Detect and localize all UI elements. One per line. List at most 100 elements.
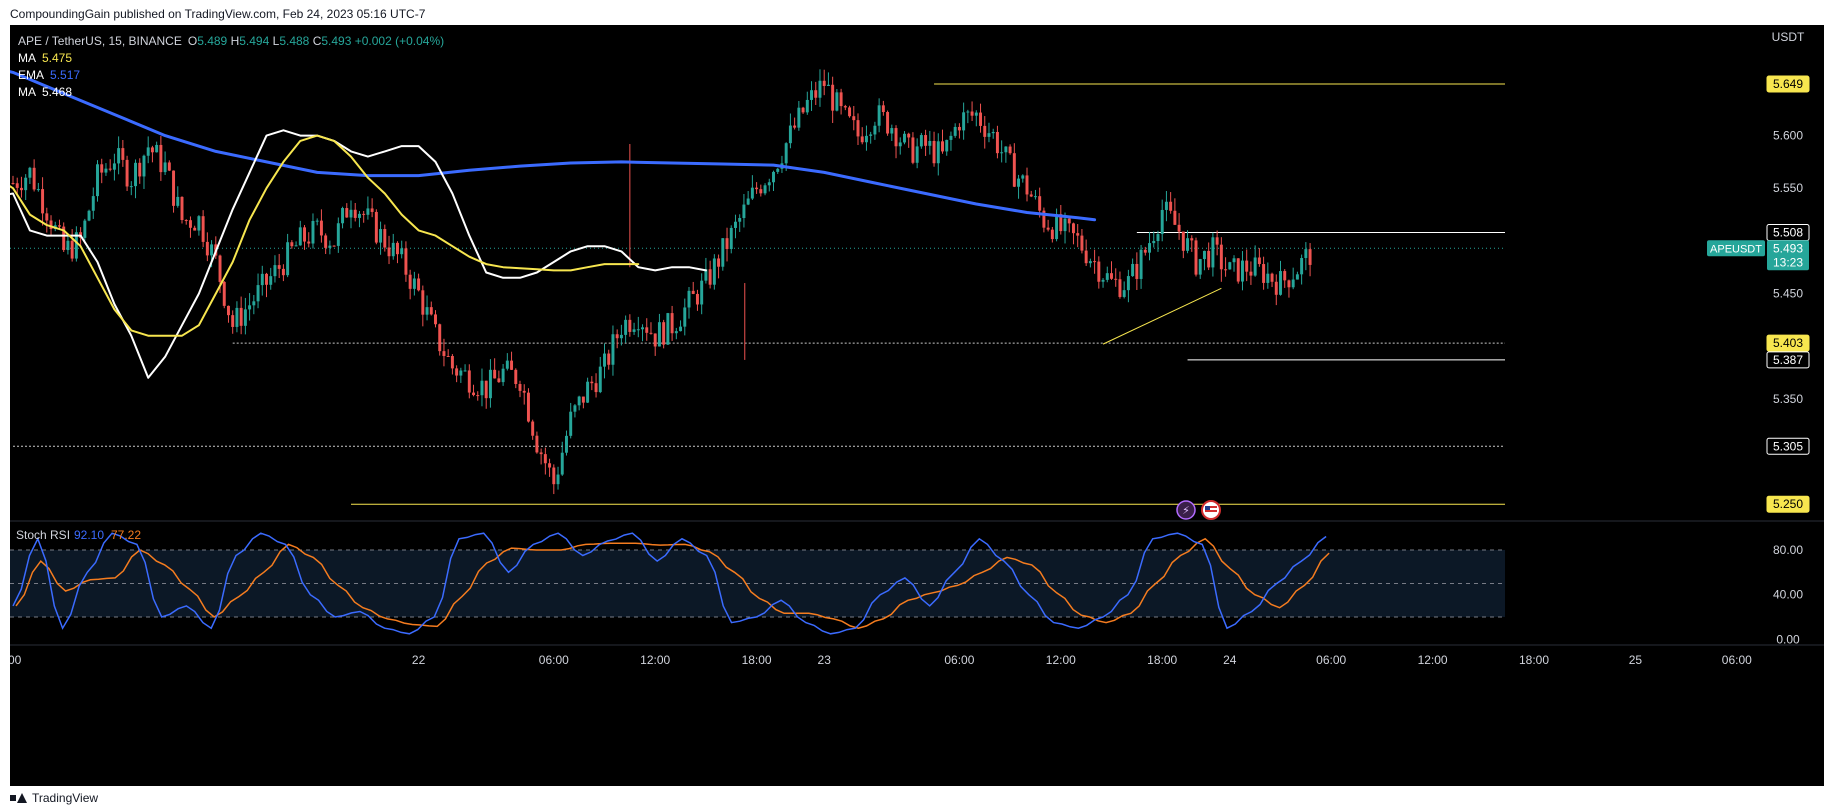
price-label-text: 5.508 [1773,225,1803,239]
candle-body [1143,249,1147,253]
candle-body [590,381,594,384]
candle-body [1270,273,1274,282]
symbol-tag-box [1707,240,1765,257]
candle-body [1046,227,1050,230]
current-price-text: 5.493 [1773,241,1803,255]
candle-body [1071,223,1075,234]
candle-body [11,182,15,184]
time-tick-label: 22 [412,653,426,667]
candle-body [472,392,476,396]
candle-body [1245,260,1249,272]
price-label-text: 5.250 [1773,497,1803,511]
candle-body [810,90,814,100]
candle-body [1101,279,1105,282]
candle-body [628,319,632,332]
candle-body [248,305,252,310]
indicator-name: MA [18,85,36,99]
stoch-d-value: 77.22 [111,528,141,542]
candle-body [514,369,518,385]
candle-body [1228,262,1232,270]
candle-body [877,105,881,126]
candle-body [421,290,425,315]
candle-body [193,227,197,231]
publish-attribution: CompoundingGain published on TradingView… [10,7,426,21]
trendline [1102,287,1222,345]
candle-body [311,220,315,244]
candle-body [983,125,987,137]
low-label: L [272,34,280,48]
candle-body [129,186,133,188]
candle-body [332,245,336,247]
candle-body [936,141,940,164]
candle-body [150,147,154,153]
lightning-event-icon [1176,500,1196,520]
candle-body [442,351,446,357]
candle-body [57,225,61,227]
candle-body [805,99,809,113]
candle-body [265,273,268,285]
price-label-box [1766,437,1810,455]
candle-body [256,285,260,302]
time-tick-label: 06:00 [944,653,974,667]
candle-body [197,216,201,231]
candle-body [387,247,391,257]
candle-body [480,380,484,396]
chart-canvas[interactable]: USDT 5.600 5.550 5.450 5.350 5.649 5.508 5.403 5… [10,25,1824,786]
candle-body [505,360,509,369]
candle-body [1114,278,1118,280]
candle-body [1063,218,1067,232]
candle-body [1308,249,1312,265]
candle-body [1135,263,1139,279]
candle-body [201,216,205,242]
candle-body [62,226,66,251]
candle-body [493,369,497,379]
candle-body [886,112,890,134]
chart-area[interactable]: USDT 5.600 5.550 5.450 5.350 5.649 5.508 5.403 5… [10,25,1824,786]
indicator-ma-yellow[interactable]: MA 5.475 [18,50,444,67]
candle-body [83,220,87,238]
indicator-ema[interactable]: EMA 5.517 [18,67,444,84]
candle-body [294,245,298,247]
candle-body [1207,250,1211,268]
footer-brand[interactable]: TradingView [10,786,98,810]
candle-body [919,135,923,147]
symbol-title[interactable]: APE / TetherUS, 15, BINANCE [18,34,182,48]
candle-body [252,301,256,306]
candle-body [1236,258,1240,282]
indicator-ma-white[interactable]: MA 5.468 [18,84,444,101]
candle-body [1067,218,1071,224]
candle-body [641,327,645,330]
stoch-k-line [12,532,1327,635]
ohlc-row[interactable]: APE / TetherUS, 15, BINANCE O5.489 H5.49… [18,33,444,50]
candle-body [1211,237,1215,268]
candle-body [15,183,19,188]
candle-body [1186,238,1190,251]
time-tick-label: 24 [1223,653,1237,667]
candle-body [336,223,340,246]
candle-body [835,92,839,111]
candle-body [1029,194,1033,197]
candle-body [674,331,678,334]
candle-body [738,218,742,222]
candle-body [856,120,860,137]
price-label-box [1766,351,1810,369]
series-line [10,134,640,337]
time-tick-label: 12:00 [1418,653,1448,667]
time-tick-label: 18:00 [1147,653,1177,667]
low-value: 5.488 [279,34,310,48]
candle-body [552,467,556,485]
candle-body [188,220,192,228]
close-label: C [312,34,322,48]
candle-body [1000,152,1004,154]
candle-body [843,106,847,108]
candle-body [260,273,264,286]
candle-body [303,227,307,242]
candle-body [438,324,442,352]
candle-body [683,307,687,327]
candle-body [721,238,725,267]
candle-body [210,244,214,256]
stoch-tick-label: 80.00 [1773,543,1803,557]
candle-body [476,395,480,397]
candle-body [687,290,691,308]
candle-body [1287,280,1291,288]
